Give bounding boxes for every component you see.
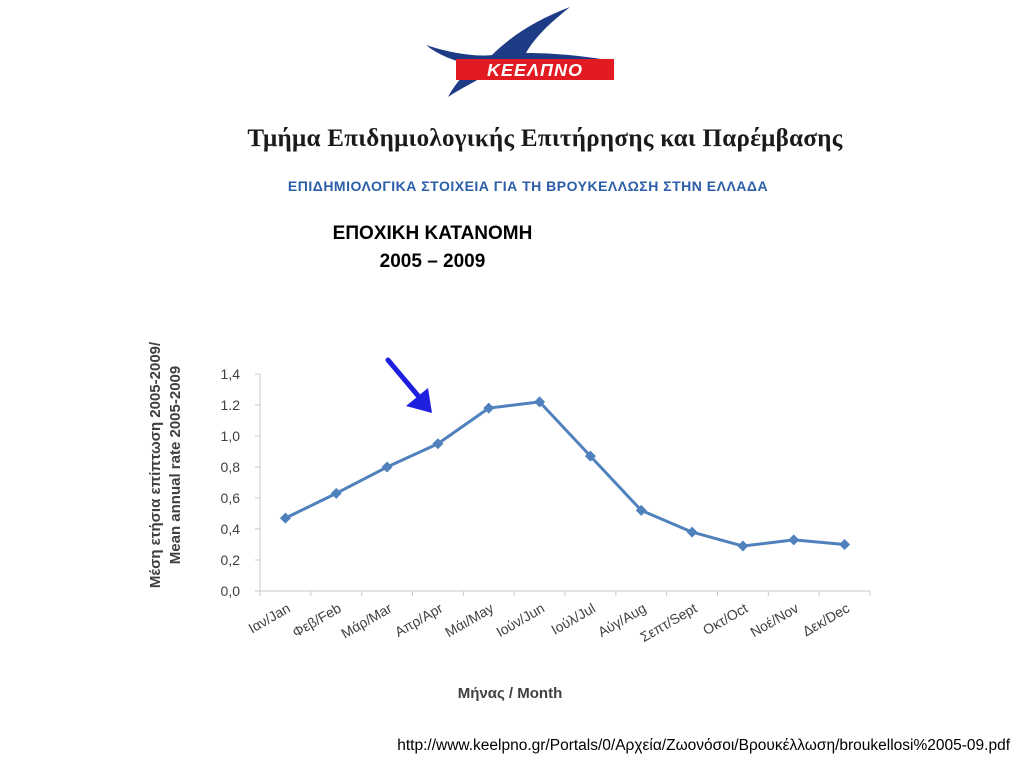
data-point xyxy=(839,539,851,550)
chart-title: ΕΠΟΧΙΚΗ ΚΑΤΑΝΟΜΗ xyxy=(332,223,533,244)
arrow-annotation xyxy=(385,357,432,413)
y-tick-label: 0,0 xyxy=(221,583,241,599)
y-tick-label: 1,0 xyxy=(221,428,241,444)
x-tick-label: Δεκ/Dec xyxy=(800,600,853,640)
report-subtitle: ΕΠΙΔΗΜΙΟΛΟΓΙΚΑ ΣΤΟΙΧΕΙΑ ΓΙΑ ΤΗ ΒΡΟΥΚΕΛΛΩ… xyxy=(287,178,769,194)
x-tick-label: Σεπτ/Sept xyxy=(637,600,699,645)
x-tick-label: Φεβ/Feb xyxy=(289,600,343,641)
series-line xyxy=(284,400,845,548)
chart-title-block: ΕΠΟΧΙΚΗ ΚΑΤΑΝΟΜΗ 2005 – 2009 xyxy=(310,220,555,276)
x-tick-labels: Ιαν/JanΦεβ/FebΜάρ/MarΑπρ/AprΜάι/MayΙούν/… xyxy=(246,591,871,645)
y-tick-label: 0,6 xyxy=(221,490,241,506)
department-title: Τμήμα Επιδημιολογικής Επιτήρησης και Παρ… xyxy=(247,125,843,152)
y-axis-label-line1: Μέση ετήσια επίπτωση 2005-2009/ xyxy=(147,341,164,588)
chart-axes xyxy=(259,374,870,592)
data-point xyxy=(330,487,342,499)
y-tick-label: 0,2 xyxy=(221,552,241,568)
series-1 xyxy=(279,396,851,552)
logo-banner xyxy=(456,59,614,80)
x-axis-label: Μήνας / Month xyxy=(458,685,563,702)
keelpno-logo: ΚΕΕΛΠΝΟ xyxy=(426,7,614,97)
x-tick-label: Ιούλ/Jul xyxy=(548,600,598,638)
logo-text: ΚΕΕΛΠΝΟ xyxy=(487,60,583,80)
x-tick-label: Νοέ/Nov xyxy=(747,600,801,640)
y-tick-labels: 0,0 0,2 0,4 0,6 0,8 1,0 1.2 1,4 xyxy=(221,366,260,599)
y-tick-label: 1.2 xyxy=(221,397,241,413)
y-axis-label-line2: Mean annual rate 2005-2009 xyxy=(167,366,184,564)
y-tick-label: 1,4 xyxy=(221,366,241,382)
y-tick-label: 0,4 xyxy=(221,521,241,537)
x-tick-label: Μάι/May xyxy=(442,600,496,640)
data-point xyxy=(381,461,393,473)
data-point xyxy=(534,396,546,408)
data-point xyxy=(432,438,444,450)
x-tick-label: Μάρ/Mar xyxy=(338,600,395,642)
data-point xyxy=(635,504,647,516)
data-point xyxy=(279,512,291,524)
arrow-head xyxy=(406,388,432,413)
chart-period: 2005 – 2009 xyxy=(379,251,486,272)
x-tick-label: Οκτ/Oct xyxy=(700,600,751,638)
data-point xyxy=(788,534,800,546)
x-tick-label: Απρ/Apr xyxy=(392,600,446,640)
source-url: http://www.keelpno.gr/Portals/0/Αρχεία/Ζ… xyxy=(397,737,1010,754)
data-point xyxy=(584,450,596,462)
data-point xyxy=(737,540,749,552)
data-point xyxy=(686,526,698,538)
x-tick-label: Ιούν/Jun xyxy=(493,600,547,640)
y-tick-label: 0,8 xyxy=(221,459,241,475)
data-point xyxy=(483,402,495,414)
x-tick-label: Ιαν/Jan xyxy=(246,600,293,637)
